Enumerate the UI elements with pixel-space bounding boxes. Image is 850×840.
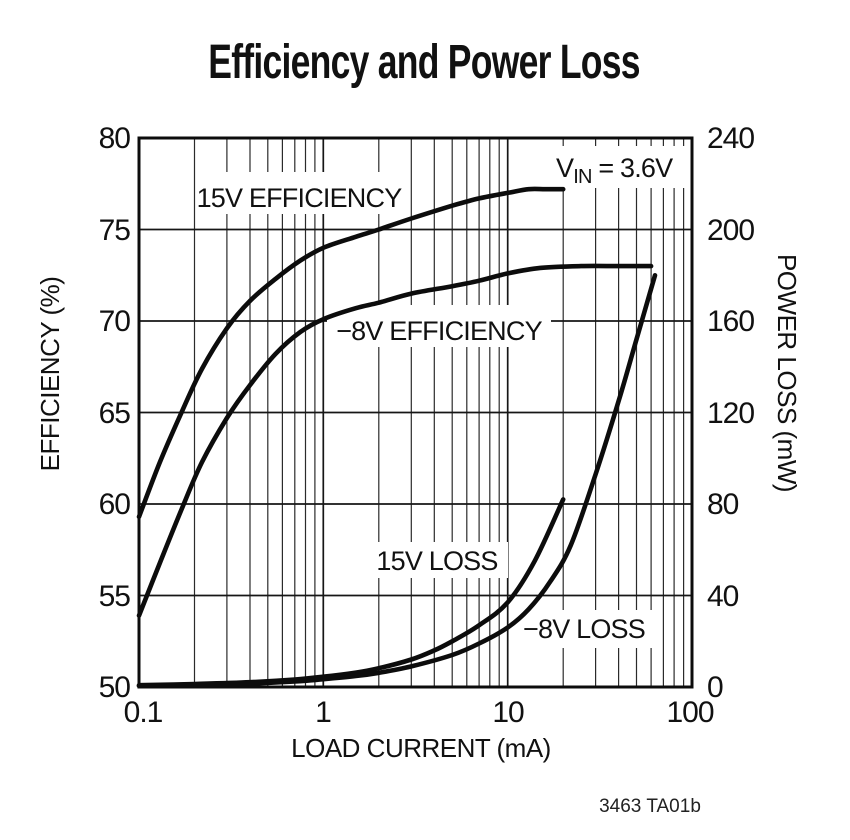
x-tick-0p1: 0.1 [124, 696, 163, 729]
x-tick-100: 100 [666, 696, 713, 729]
label-box-neg8v-efficiency [327, 305, 551, 347]
y-right-tick-160: 160 [707, 305, 754, 338]
x-axis-title: LOAD CURRENT (mA) [291, 733, 551, 763]
y-left-tick-50: 50 [99, 671, 131, 704]
x-tick-1: 1 [315, 696, 331, 729]
y-right-axis-title: POWER LOSS (mW) [772, 254, 802, 492]
curve-15v-efficiency [136, 186, 566, 520]
y-right-tick-120: 120 [707, 397, 754, 430]
vin-subscript: IN [573, 166, 591, 188]
label-box-vin-annotation [543, 146, 690, 188]
y-left-axis-title: EFFICIENCY (%) [35, 277, 65, 472]
curve-label-15v-loss: 15V LOSS [376, 546, 497, 576]
y-right-tick-80: 80 [707, 488, 739, 521]
x-tick-labels: 0.1 1 10 100 [124, 696, 715, 729]
x-tick-10: 10 [492, 696, 524, 729]
curve-−8v-loss [136, 273, 658, 689]
y-left-tick-70: 70 [99, 305, 131, 338]
curve-label-15v-efficiency: 15V EFFICIENCY [197, 183, 403, 213]
curve-label-neg8v-efficiency: −8V EFFICIENCY [336, 316, 542, 346]
vin-annotation: VIN = 3.6V [556, 153, 673, 188]
y-left-tick-60: 60 [99, 488, 131, 521]
y-left-tick-labels: 80 75 70 65 60 55 50 [99, 122, 132, 704]
label-box-15v-loss [366, 542, 508, 578]
chart-title: Efficiency and Power Loss [208, 35, 640, 88]
y-left-tick-75: 75 [99, 214, 131, 247]
curve-−8v-efficiency [136, 263, 654, 618]
y-right-tick-0: 0 [707, 671, 723, 704]
curve-label-neg8v-loss: −8V LOSS [523, 614, 645, 644]
figure-code: 3463 TA01b [599, 796, 701, 817]
y-right-tick-200: 200 [707, 214, 754, 247]
curves [136, 186, 658, 689]
y-left-tick-65: 65 [99, 397, 131, 430]
label-box-neg8v-loss [520, 610, 652, 648]
grid-lines [139, 138, 692, 687]
y-right-tick-labels: 240 200 160 120 80 40 0 [707, 122, 755, 704]
y-right-tick-40: 40 [707, 580, 739, 613]
y-right-tick-240: 240 [707, 122, 754, 155]
label-box-15v-efficiency [202, 172, 396, 214]
vin-value: = 3.6V [592, 153, 674, 183]
vin-prefix: V [556, 153, 574, 183]
y-left-tick-80: 80 [99, 122, 131, 155]
plot-frame [137, 136, 694, 689]
y-left-tick-55: 55 [99, 580, 131, 613]
